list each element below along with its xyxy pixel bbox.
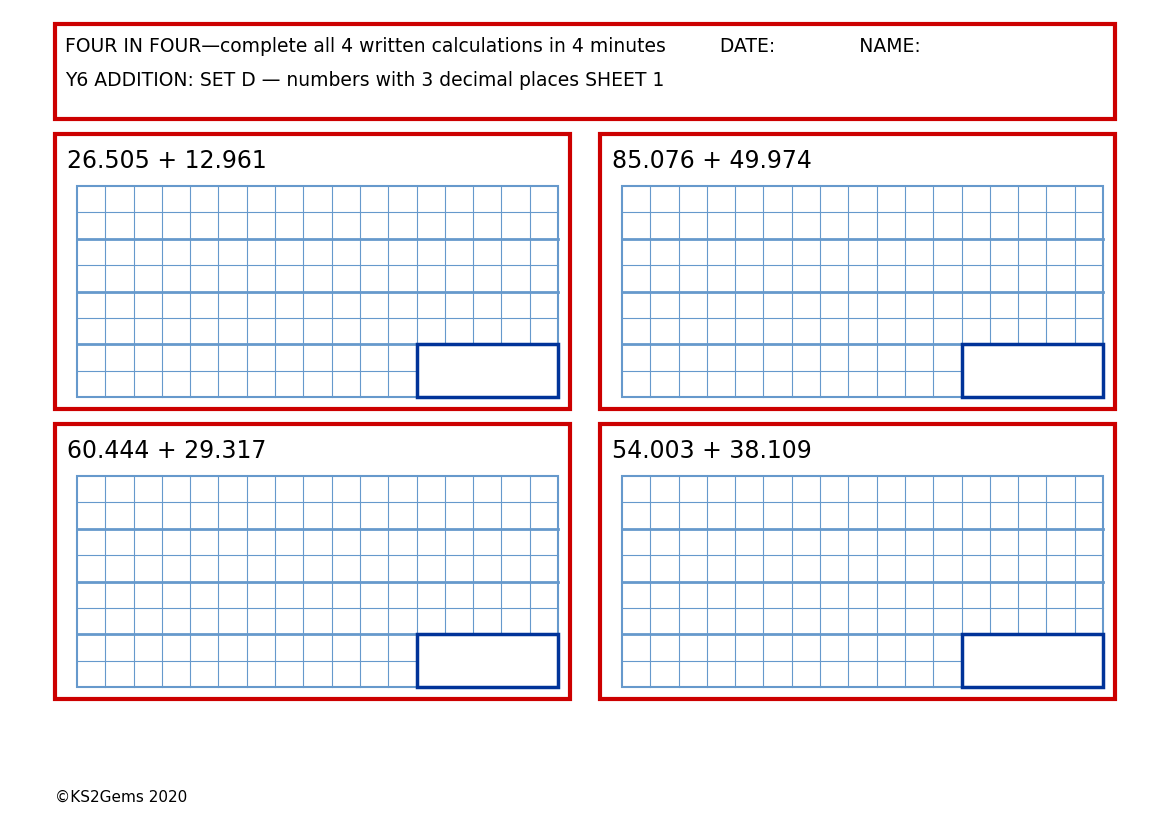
Text: 85.076 + 49.974: 85.076 + 49.974	[612, 149, 812, 173]
Bar	[55, 25, 1115, 120]
Bar	[55, 424, 570, 699]
Bar	[600, 424, 1115, 699]
Bar	[77, 476, 558, 687]
Text: Y6 ADDITION: SET D — numbers with 3 decimal places SHEET 1: Y6 ADDITION: SET D — numbers with 3 deci…	[66, 71, 665, 90]
Bar	[600, 135, 1115, 409]
Bar	[622, 187, 1103, 398]
Bar	[962, 634, 1103, 687]
Text: 26.505 + 12.961: 26.505 + 12.961	[67, 149, 267, 173]
Bar	[77, 187, 558, 398]
Bar	[55, 135, 570, 409]
Bar	[417, 345, 558, 398]
Bar	[622, 476, 1103, 687]
Text: 54.003 + 38.109: 54.003 + 38.109	[612, 438, 812, 462]
Text: ©KS2Gems 2020: ©KS2Gems 2020	[55, 789, 187, 804]
Text: 60.444 + 29.317: 60.444 + 29.317	[67, 438, 267, 462]
Text: FOUR IN FOUR—complete all 4 written calculations in 4 minutes         DATE:     : FOUR IN FOUR—complete all 4 written calc…	[66, 37, 921, 56]
Bar	[417, 634, 558, 687]
Bar	[962, 345, 1103, 398]
